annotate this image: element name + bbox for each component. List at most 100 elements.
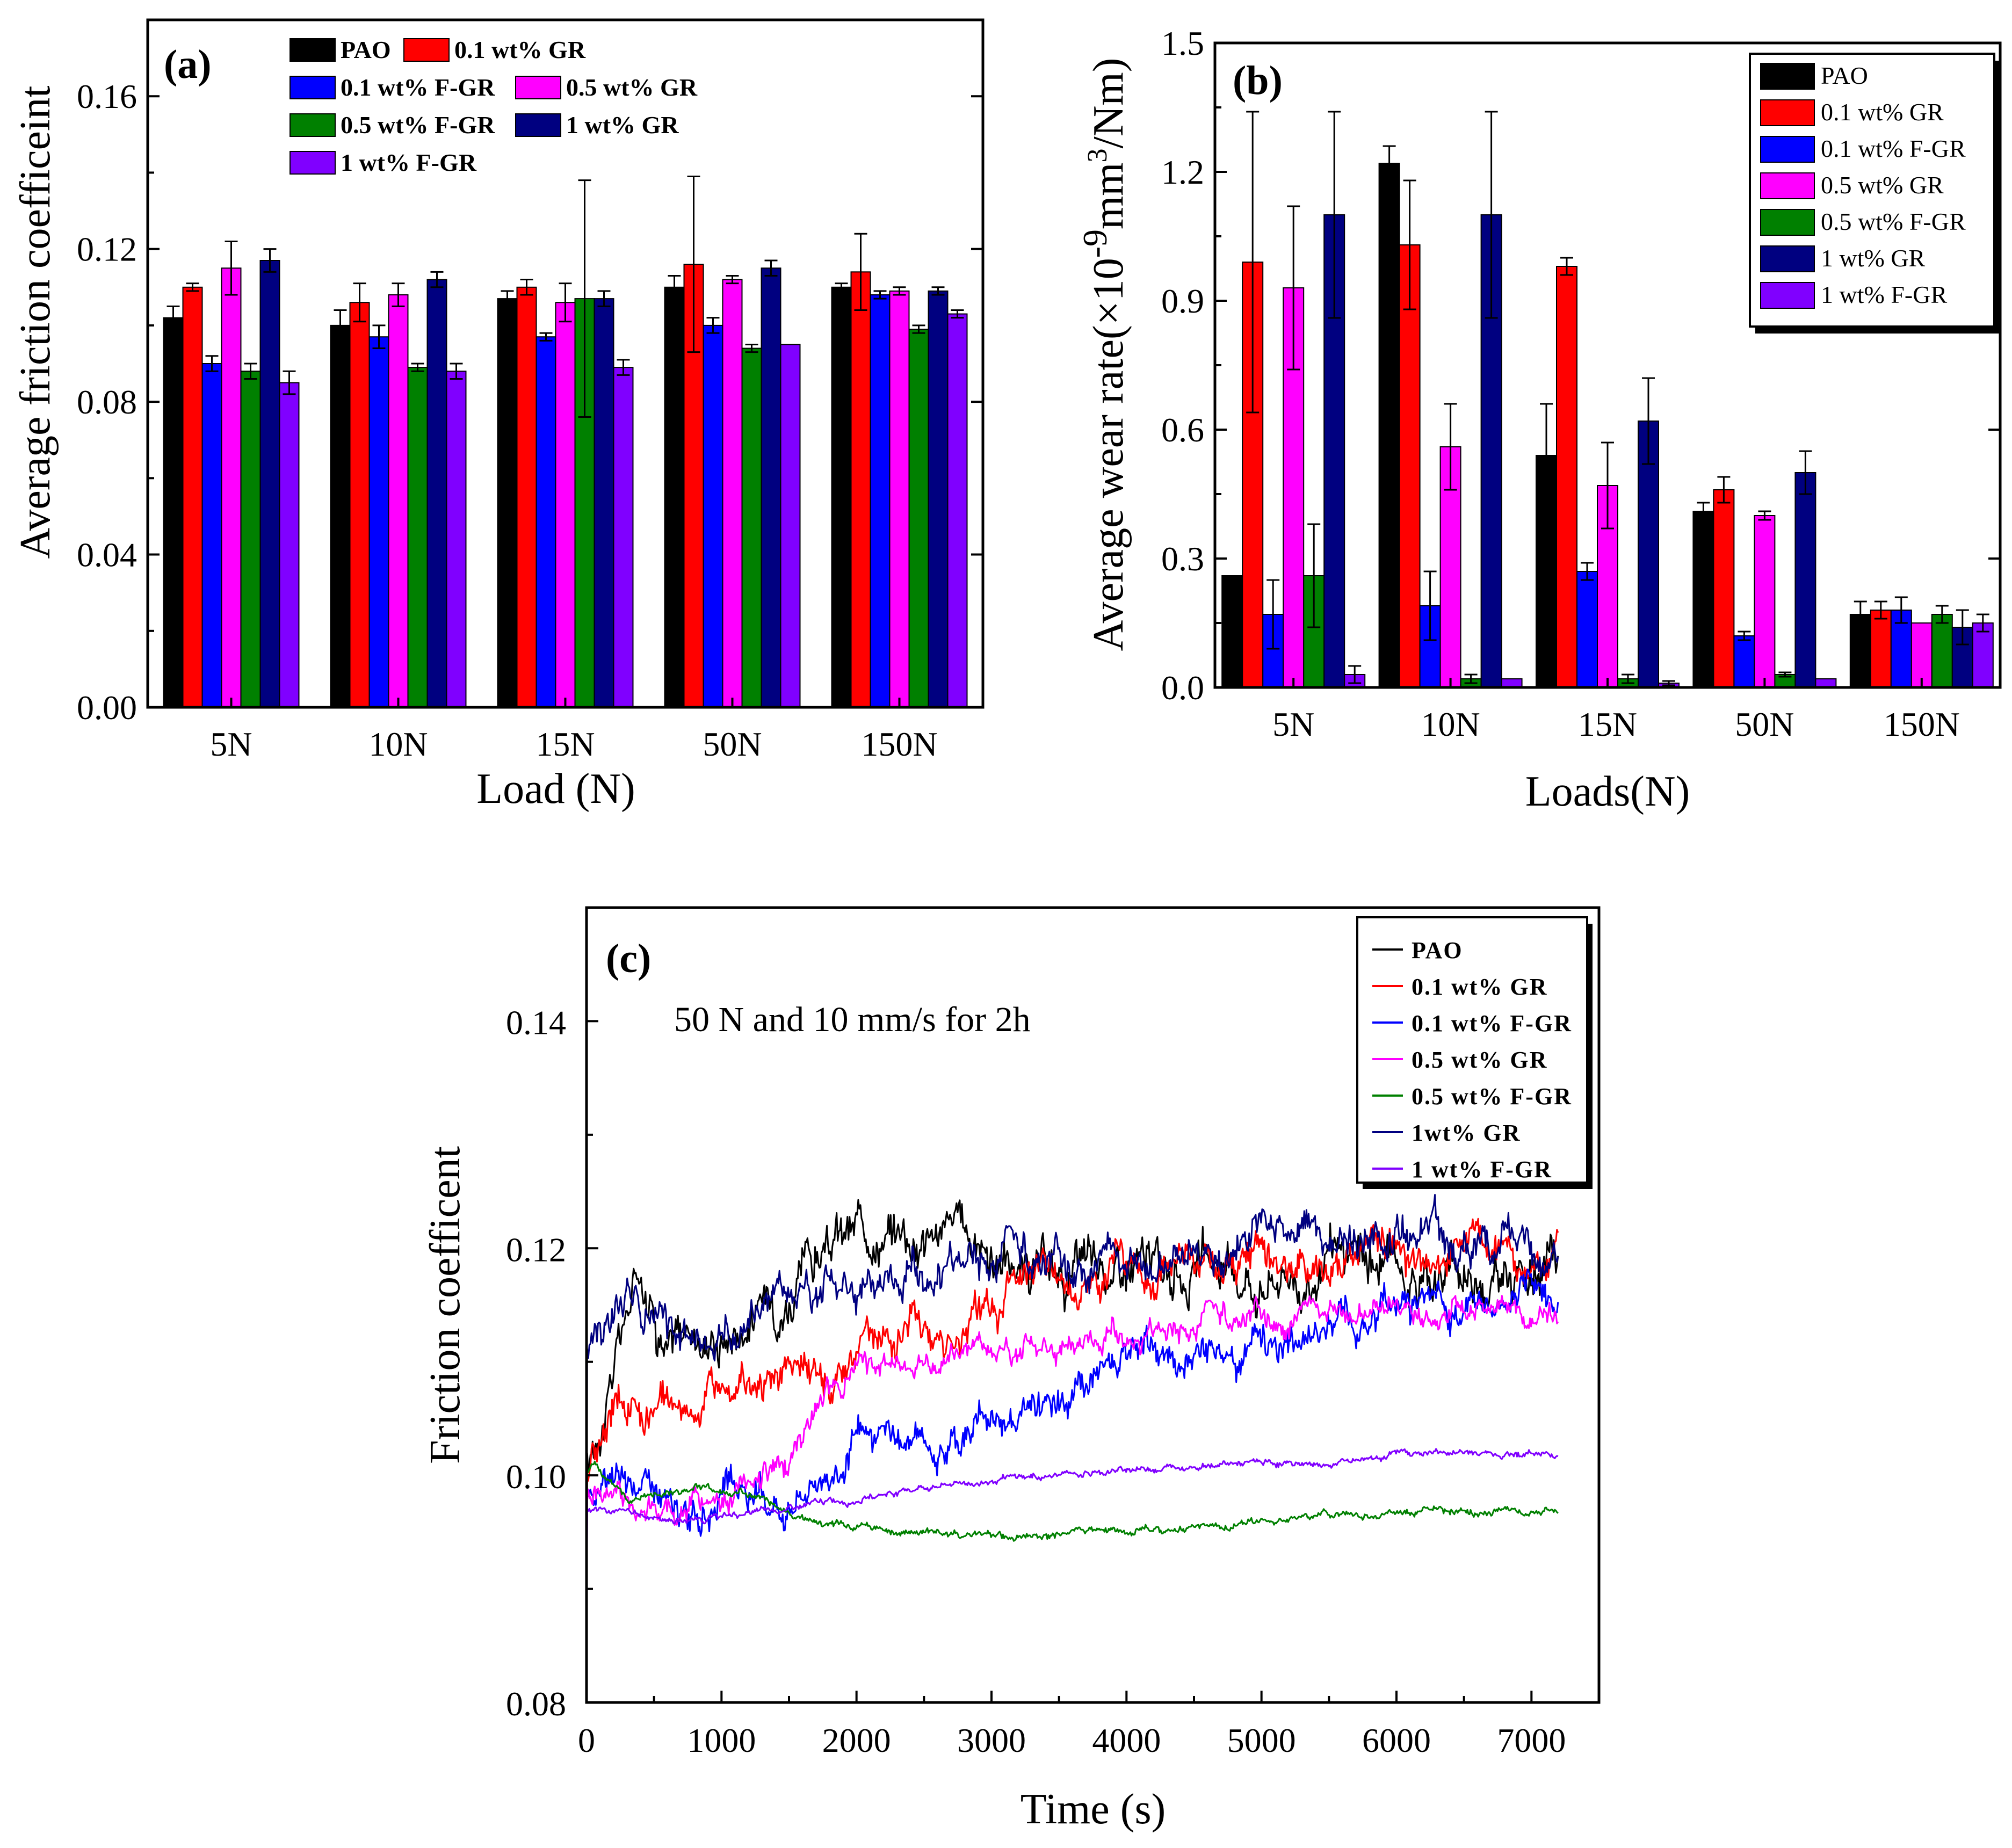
panel-b-chart: 0.0 0.3 0.6 0.9 1.2 1.5 5N 10N 15N 50N 150N (b) L…	[1076, 24, 2002, 815]
a-bar-0.5-wt-F-GR-10N	[407, 367, 428, 708]
panel-b-x-tick-labels: 5N 10N 15N 50N 150N	[1272, 705, 1960, 743]
a-bar-1-wt-F-GR-150N	[947, 313, 968, 708]
a-errbar-0.5-wt-GR-50N	[726, 274, 739, 285]
b-bar-0.1-wt-GR-15N	[1556, 266, 1577, 688]
b-errbar-1-wt-GR-50N	[1799, 450, 1812, 495]
b-errbar-1-wt-GR-5N	[1328, 111, 1341, 319]
a-xtick-label: 50N	[703, 725, 762, 763]
panel-b-y-axis-title: Average wear rate(×10-9mm3/Nm)	[1076, 58, 1132, 651]
b-bar-0.1-wt-F-GR-15N	[1576, 571, 1598, 688]
panel-b-ylabel-prefix: Average wear rate(×10	[1085, 258, 1132, 651]
a-bar-PAO-15N	[497, 298, 518, 708]
a-bar-PAO-150N	[831, 286, 852, 708]
panel-c-annotation: 50 N and 10 mm/s for 2h	[674, 1000, 1031, 1039]
a-errbar-0.1-wt-GR-5N	[186, 282, 199, 292]
a-bar-1-wt-F-GR-5N	[279, 382, 300, 708]
a-errbar-PAO-50N	[668, 274, 681, 300]
panel-c-legend-label: 1wt% GR	[1412, 1120, 1521, 1146]
a-bar-PAO-5N	[163, 317, 184, 708]
a-errbar-1-wt-GR-15N	[597, 290, 611, 307]
panel-b-ylabel-mid: mm	[1085, 163, 1132, 229]
b-errbar-0.5-wt-F-GR-5N	[1307, 523, 1321, 628]
panel-c-legend-box	[1356, 916, 1588, 1184]
b-bar-PAO-50N	[1692, 511, 1714, 688]
a-errbar-PAO-150N	[835, 282, 848, 292]
panel-a-x-tick-labels: 5N 10N 15N 50N 150N	[210, 725, 937, 763]
b-ytick-label: 0.3	[1161, 540, 1204, 578]
b-errbar-1-wt-GR-15N	[1642, 377, 1655, 465]
b-errbar-0.5-wt-GR-10N	[1444, 403, 1457, 491]
a-errbar-0.5-wt-F-GR-50N	[745, 343, 758, 353]
panel-b-legend-label: 1 wt% F-GR	[1821, 281, 1947, 308]
a-errbar-1-wt-F-GR-10N	[450, 363, 463, 380]
panel-a-x-axis-title: Load (N)	[476, 765, 635, 813]
panel-c-legend: PAO 0.1 wt% GR 0.1 wt% F-GR 0.5 wt% GR 0.5 w…	[1356, 916, 1593, 1189]
panel-c-y-tick-labels: 0.08 0.10 0.12 0.14	[506, 1003, 566, 1723]
panel-b-ylabel-exp1: -9	[1076, 229, 1114, 258]
a-bar-0.1-wt-F-GR-15N	[535, 336, 556, 708]
a-errbar-1-wt-F-GR-15N	[617, 359, 630, 376]
panel-a-legend-label: 1 wt% GR	[566, 111, 679, 139]
b-errbar-0.1-wt-GR-5N	[1246, 111, 1260, 414]
b-errbar-PAO-15N	[1540, 403, 1553, 508]
panel-b-legend-swatch	[1760, 245, 1815, 272]
panel-a-legend-label: PAO	[341, 36, 391, 63]
b-ytick-label: 1.2	[1161, 153, 1204, 191]
panel-a-legend: PAO 0.1 wt% GR 0.1 wt% F-GR 0.5 wt% GR 0.5 w…	[290, 36, 698, 176]
b-bar-0.1-wt-GR-50N	[1713, 489, 1735, 688]
panel-b-legend-swatch	[1760, 99, 1815, 126]
panel-b-legend: PAO 0.1 wt% GR 0.1 wt% F-GR 0.5 wt% GR 0.5 w…	[1749, 53, 2000, 334]
c-xtick-label: 2000	[822, 1721, 891, 1759]
panel-a-legend-swatch	[290, 76, 336, 99]
panel-c-line-0.5-wt-F-GR	[585, 1460, 1559, 1691]
panel-a-y-tick-labels: 0.00 0.04 0.08 0.12 0.16	[77, 77, 137, 727]
a-errbar-1-wt-F-GR-150N	[951, 309, 964, 319]
panel-c-legend-label: 1 wt% F-GR	[1412, 1156, 1552, 1183]
c-xtick-label: 4000	[1092, 1721, 1161, 1759]
panel-b-legend-label: 1 wt% GR	[1821, 244, 1926, 272]
a-bar-1-wt-F-GR-15N	[613, 367, 634, 708]
a-bar-0.1-wt-F-GR-50N	[703, 324, 723, 708]
b-errbar-1-wt-F-GR-5N	[1348, 665, 1362, 684]
a-bar-1-wt-F-GR-50N	[780, 344, 801, 708]
a-errbar-0.1-wt-F-GR-5N	[205, 355, 219, 372]
b-errbar-0.1-wt-F-GR-10N	[1423, 570, 1437, 641]
panel-a-legend-label: 0.1 wt% GR	[454, 36, 586, 63]
a-ytick-label: 0.16	[77, 77, 137, 115]
panel-a-legend-label: 0.1 wt% F-GR	[341, 74, 495, 101]
b-bar-PAO-10N	[1378, 163, 1400, 688]
b-errbar-0.5-wt-F-GR-10N	[1464, 673, 1478, 684]
panel-b-legend-label: 0.1 wt% GR	[1821, 98, 1944, 126]
panel-a-legend-swatch	[290, 151, 336, 175]
b-errbar-0.1-wt-GR-150N	[1874, 600, 1887, 620]
a-bar-PAO-10N	[330, 324, 351, 708]
panel-b-legend-label: PAO	[1821, 62, 1868, 89]
panel-b-legend-swatch	[1760, 63, 1815, 90]
a-errbar-0.1-wt-GR-10N	[353, 282, 366, 323]
panel-a-legend-swatch	[290, 113, 336, 137]
c-xtick-label: 5000	[1227, 1721, 1296, 1759]
a-ytick-label: 0.08	[77, 383, 137, 421]
c-ytick-label: 0.10	[506, 1458, 566, 1496]
panel-a-legend-swatch	[515, 76, 561, 99]
b-ytick-label: 0.6	[1161, 411, 1204, 449]
panel-b-legend-swatch	[1760, 209, 1815, 236]
b-bar-0.5-wt-GR-10N	[1439, 446, 1461, 688]
a-errbar-1-wt-GR-5N	[263, 248, 277, 273]
a-bar-0.5-wt-F-GR-150N	[908, 329, 929, 708]
b-errbar-1-wt-GR-150N	[1956, 609, 1969, 646]
a-bar-0.1-wt-GR-10N	[349, 302, 370, 708]
panel-b-legend-swatch	[1760, 282, 1815, 309]
c-ytick-label: 0.12	[506, 1230, 566, 1269]
a-ytick-label: 0.04	[77, 536, 137, 574]
a-errbar-0.1-wt-F-GR-50N	[706, 317, 720, 334]
a-bar-0.1-wt-GR-150N	[850, 271, 871, 708]
panel-c-legend-label: PAO	[1412, 937, 1463, 963]
b-ytick-label: 1.5	[1161, 24, 1204, 62]
a-bar-0.1-wt-F-GR-150N	[870, 294, 891, 708]
a-errbar-1-wt-F-GR-5N	[283, 370, 296, 395]
panel-a-bars	[163, 260, 968, 708]
panel-c-legend-label: 0.1 wt% F-GR	[1412, 1010, 1572, 1037]
a-errbar-0.5-wt-F-GR-15N	[578, 179, 591, 418]
